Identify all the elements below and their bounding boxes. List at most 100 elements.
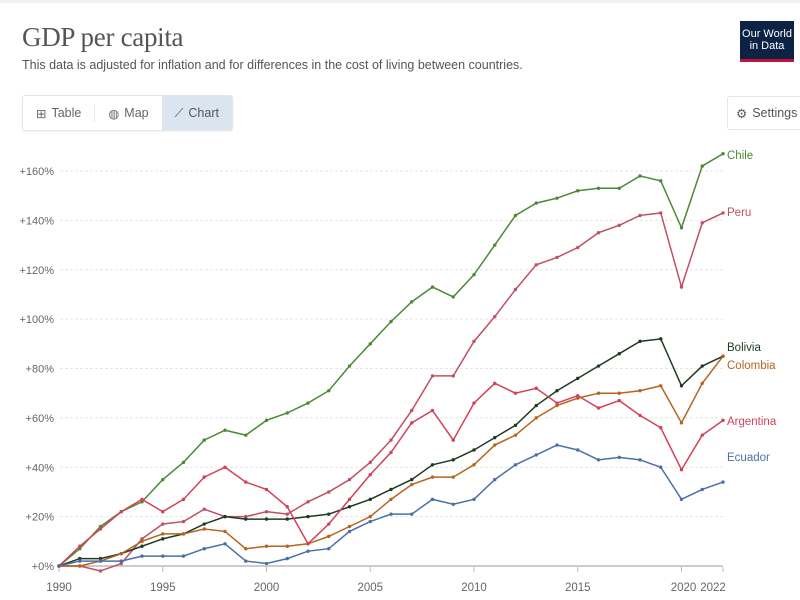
data-point-peru xyxy=(327,490,331,494)
data-point-bolivia xyxy=(638,339,642,344)
data-point-argentina xyxy=(430,408,435,413)
data-point-argentina xyxy=(78,544,82,548)
tab-map[interactable]: ◍ Map xyxy=(95,96,161,130)
x-tick-label: 2022 xyxy=(700,582,726,594)
tab-divider xyxy=(94,104,96,122)
tab-chart-label: Chart xyxy=(188,106,219,120)
data-point-chile xyxy=(513,213,518,218)
data-point-peru xyxy=(368,460,372,465)
x-tick-label: 1995 xyxy=(150,582,176,594)
data-point-peru xyxy=(347,477,352,482)
data-point-ecuador xyxy=(264,561,269,566)
data-point-argentina xyxy=(721,418,725,423)
data-point-bolivia xyxy=(576,376,580,381)
data-point-argentina xyxy=(493,381,497,386)
data-point-chile xyxy=(576,189,580,193)
data-point-argentina xyxy=(368,472,372,477)
data-point-bolivia xyxy=(285,517,289,521)
data-point-colombia xyxy=(161,532,165,536)
series-label-argentina: Argentina xyxy=(727,416,777,428)
series-line-chile xyxy=(58,153,724,567)
data-point-ecuador xyxy=(202,547,206,551)
data-point-colombia xyxy=(721,354,725,358)
page-subtitle: This data is adjusted for inflation and … xyxy=(22,58,523,72)
data-point-argentina xyxy=(576,393,580,398)
data-point-bolivia xyxy=(223,514,227,519)
data-point-chile xyxy=(493,243,497,247)
data-point-bolivia xyxy=(700,364,704,368)
data-point-ecuador xyxy=(78,559,82,563)
data-point-ecuador xyxy=(700,487,704,492)
data-point-peru xyxy=(534,263,538,267)
data-point-ecuador xyxy=(57,564,61,568)
data-point-colombia xyxy=(78,564,82,568)
data-point-bolivia xyxy=(513,423,518,427)
x-tick-label: 2010 xyxy=(461,582,487,594)
data-point-ecuador xyxy=(430,497,435,502)
data-point-ecuador xyxy=(659,465,663,469)
data-point-argentina xyxy=(202,475,206,479)
data-point-bolivia xyxy=(617,351,621,356)
data-point-colombia xyxy=(638,389,642,393)
y-tick-label: +0% xyxy=(32,561,55,573)
data-point-ecuador xyxy=(389,512,393,516)
data-point-bolivia xyxy=(202,522,206,526)
data-point-chile xyxy=(285,411,289,415)
data-point-bolivia xyxy=(368,497,372,502)
data-point-peru xyxy=(472,339,476,344)
data-point-bolivia xyxy=(493,435,497,440)
data-point-bolivia xyxy=(98,556,103,561)
data-point-ecuador xyxy=(327,547,331,551)
data-point-ecuador xyxy=(181,554,186,558)
data-point-peru xyxy=(161,522,165,526)
data-point-ecuador xyxy=(347,529,352,534)
data-point-argentina xyxy=(181,497,186,502)
data-point-colombia xyxy=(327,534,331,539)
series-label-colombia: Colombia xyxy=(727,360,776,372)
data-point-colombia xyxy=(285,544,289,548)
x-tick-label: 2000 xyxy=(254,582,280,594)
data-point-peru xyxy=(140,537,144,541)
data-point-colombia xyxy=(223,529,227,534)
line-chart-icon: ⟋ xyxy=(174,105,184,120)
data-point-argentina xyxy=(223,465,227,469)
data-point-chile xyxy=(244,433,248,437)
data-point-colombia xyxy=(679,421,684,425)
tab-chart[interactable]: ⟋ Chart xyxy=(161,96,232,130)
settings-button[interactable]: ⚙ Settings xyxy=(727,96,800,130)
data-point-peru xyxy=(721,211,725,215)
data-point-argentina xyxy=(472,401,476,405)
data-point-peru xyxy=(264,509,269,514)
data-point-chile xyxy=(596,186,601,190)
series-line-colombia xyxy=(59,355,724,567)
data-point-bolivia xyxy=(430,463,435,467)
data-point-argentina xyxy=(119,509,123,514)
x-tick-label: 2005 xyxy=(357,582,383,594)
tab-map-label: Map xyxy=(124,106,149,120)
data-point-peru xyxy=(244,514,248,519)
series-label-peru: Peru xyxy=(727,207,751,219)
data-point-argentina xyxy=(244,480,248,484)
owid-logo[interactable]: Our World in Data xyxy=(740,21,794,62)
data-point-bolivia xyxy=(306,514,310,519)
data-point-ecuador xyxy=(119,559,123,563)
data-point-argentina xyxy=(659,426,663,430)
y-tick-label: +20% xyxy=(26,512,55,524)
data-point-colombia xyxy=(659,384,663,388)
data-point-peru xyxy=(306,500,310,504)
data-point-chile xyxy=(264,418,269,423)
data-point-ecuador xyxy=(410,512,414,516)
x-tick-label: 2015 xyxy=(565,582,591,594)
data-point-colombia xyxy=(181,532,186,536)
data-point-colombia xyxy=(347,524,352,529)
view-tabs: ⊞ Table ◍ Map ⟋ Chart xyxy=(22,95,233,131)
data-point-bolivia xyxy=(596,364,601,368)
data-point-peru xyxy=(98,569,103,573)
data-point-argentina xyxy=(327,522,331,526)
gear-icon: ⚙ xyxy=(736,106,748,121)
data-point-chile xyxy=(368,342,372,346)
x-tick-label: 2020 xyxy=(671,582,697,594)
tab-table[interactable]: ⊞ Table xyxy=(23,96,94,130)
data-point-colombia xyxy=(368,514,372,519)
data-point-colombia xyxy=(700,381,704,386)
